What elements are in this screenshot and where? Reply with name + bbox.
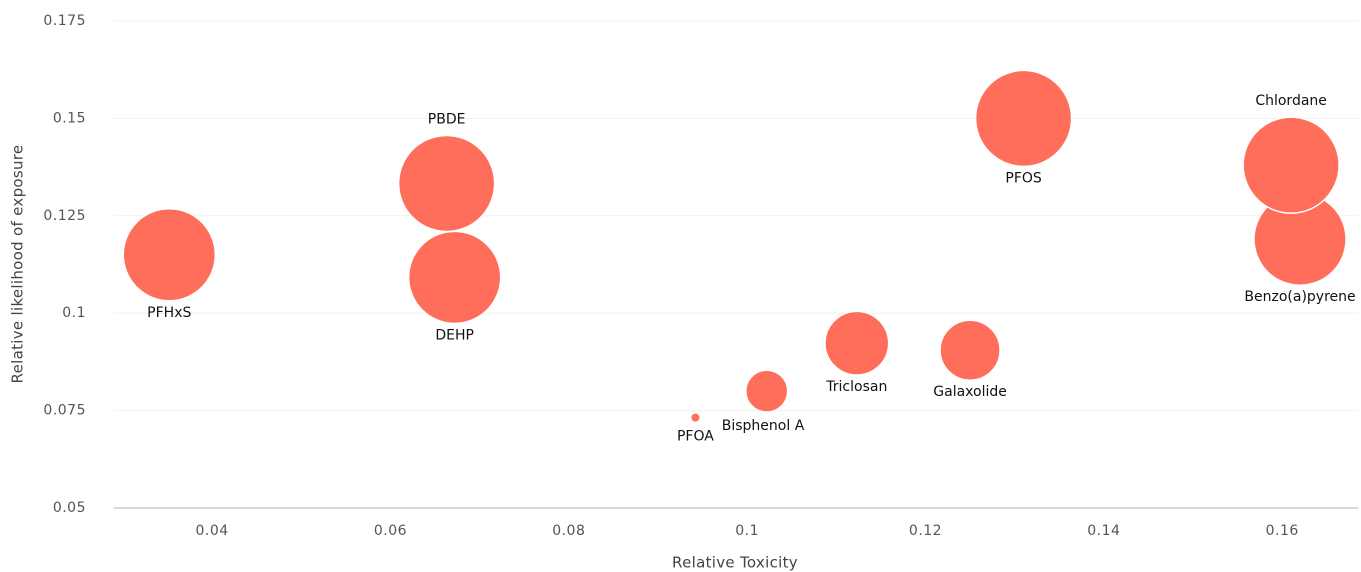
bubble-label: PFHxS — [147, 305, 191, 321]
bubble — [974, 69, 1073, 168]
x-tick-label: 0.14 — [1087, 523, 1120, 539]
bubble — [689, 412, 701, 424]
y-axis-title: Relative likelihood of exposure — [9, 145, 27, 384]
bubble — [824, 310, 890, 376]
bubble-label: PFOA — [677, 428, 714, 444]
bubble-label: Bisphenol A — [722, 418, 805, 434]
bubble — [1242, 116, 1340, 214]
x-tick-label: 0.08 — [552, 523, 585, 539]
x-axis-title: Relative Toxicity — [672, 554, 798, 572]
y-tick-label: 0.15 — [53, 110, 86, 126]
bubble — [939, 319, 1001, 381]
y-tick-label: 0.05 — [53, 500, 86, 516]
bubble — [745, 369, 789, 413]
bubble — [122, 207, 217, 302]
x-tick-label: 0.16 — [1266, 523, 1299, 539]
y-tick-label: 0.175 — [43, 13, 86, 29]
bubble — [397, 134, 496, 233]
bubble-label: PFOS — [1005, 170, 1042, 186]
bubble — [407, 230, 502, 325]
bubble-label: DEHP — [435, 327, 474, 343]
bubble-label: PBDE — [428, 111, 466, 127]
bubble-label: Triclosan — [825, 379, 887, 395]
x-tick-label: 0.06 — [374, 523, 407, 539]
bubble-label: Benzo(a)pyrene — [1244, 289, 1355, 305]
y-tick-label: 0.075 — [43, 403, 86, 419]
x-tick-label: 0.04 — [196, 523, 229, 539]
y-tick-label: 0.1 — [62, 305, 86, 321]
bubble-label: Galaxolide — [933, 384, 1007, 400]
y-tick-label: 0.125 — [43, 208, 86, 224]
x-tick-label: 0.12 — [909, 523, 942, 539]
x-tick-label: 0.1 — [735, 523, 759, 539]
bubble-label: Chlordane — [1255, 93, 1327, 109]
